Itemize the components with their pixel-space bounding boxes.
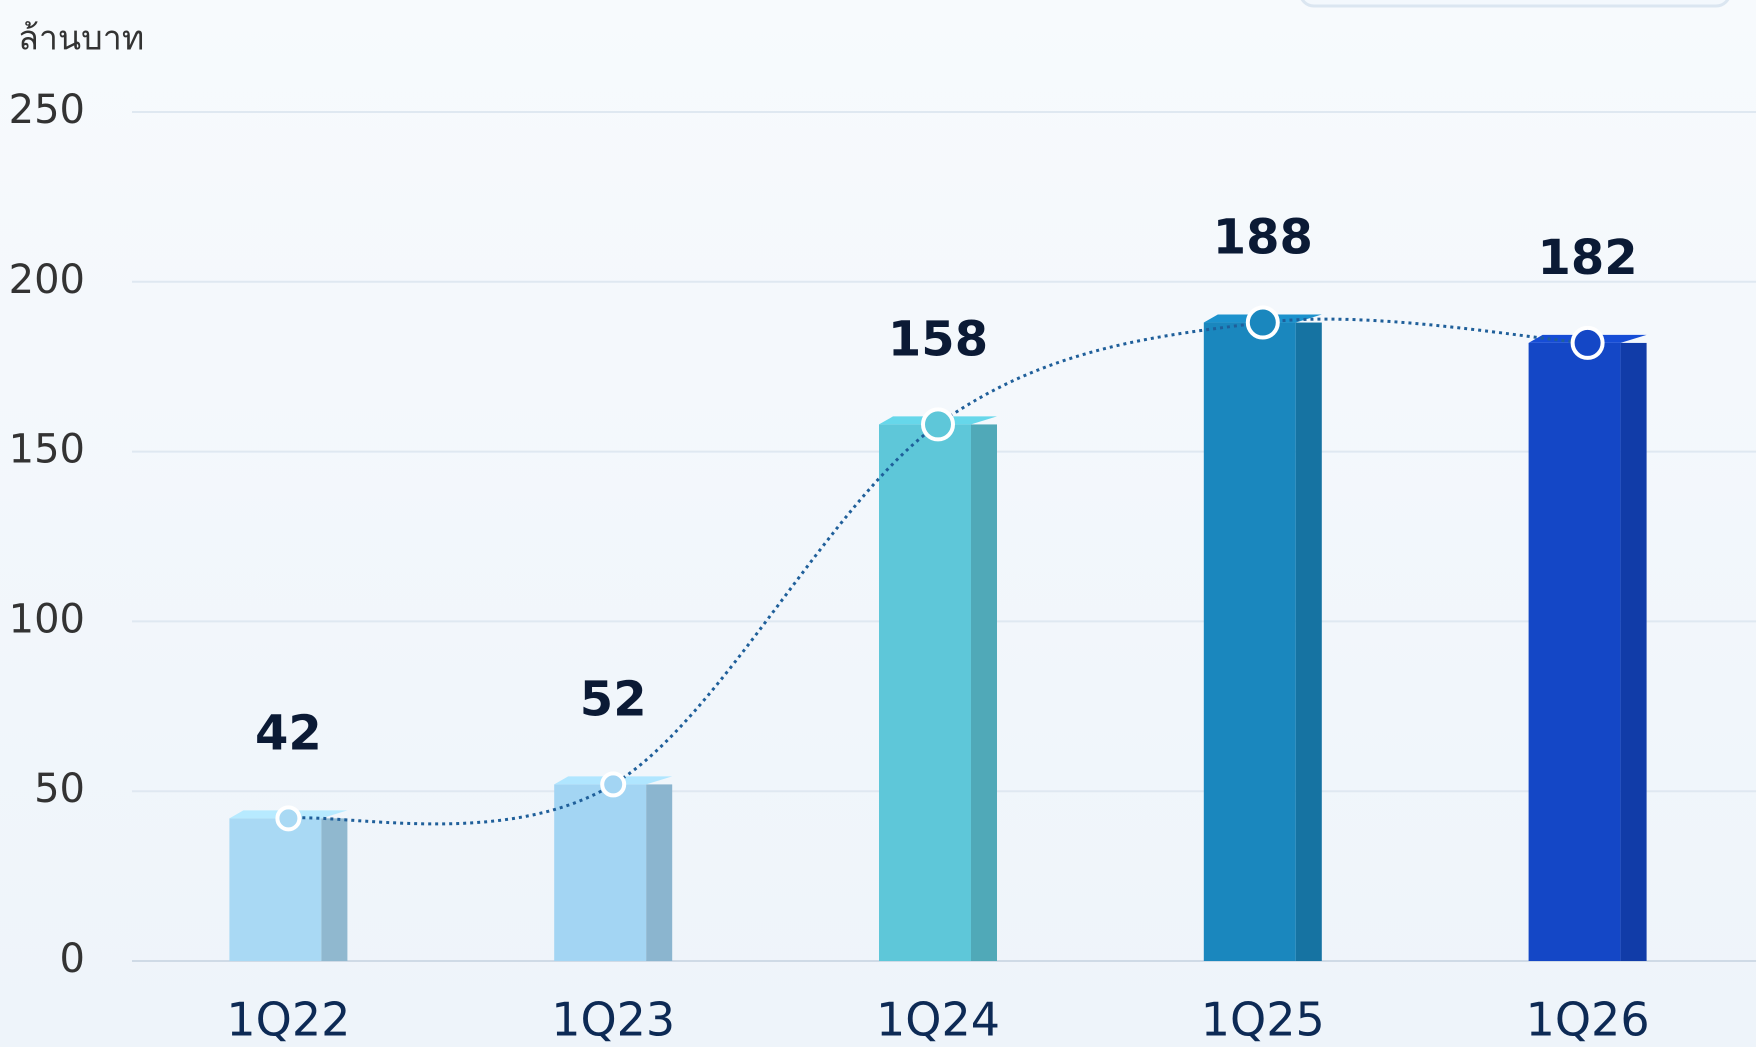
- y-tick-label: 200: [9, 257, 85, 303]
- x-tick-label: 1Q23: [551, 993, 675, 1047]
- value-label: 158: [888, 311, 988, 367]
- y-tick-label: 150: [9, 427, 85, 473]
- bar-side: [971, 424, 997, 961]
- trend-point: [275, 805, 302, 832]
- value-label: 42: [255, 705, 322, 761]
- bar: [554, 784, 647, 961]
- trend-point: [1245, 305, 1280, 340]
- bar-side: [1295, 322, 1322, 961]
- bar: [879, 424, 971, 961]
- value-label: 188: [1213, 210, 1313, 266]
- y-tick-label: 50: [34, 766, 85, 812]
- bar: [1203, 322, 1296, 961]
- bar: [1528, 342, 1621, 962]
- header-box: [1300, 0, 1730, 8]
- y-tick-label: 250: [9, 87, 85, 133]
- trend-point: [921, 407, 955, 442]
- y-tick-label: 100: [9, 596, 85, 642]
- trend-point: [600, 771, 627, 798]
- bar-side: [646, 784, 673, 961]
- x-tick-label: 1Q25: [1201, 993, 1325, 1047]
- value-label: 182: [1537, 230, 1637, 286]
- x-tick-label: 1Q26: [1526, 993, 1650, 1047]
- bar: [229, 818, 322, 961]
- x-tick-label: 1Q22: [226, 993, 350, 1047]
- bar-side: [1620, 342, 1647, 962]
- value-label: 52: [580, 671, 647, 727]
- y-tick-label: 0: [60, 936, 85, 982]
- bar-side: [321, 818, 348, 961]
- trend-line: [288, 317, 1588, 826]
- y-axis-label: ล้านบาท: [18, 19, 144, 59]
- trend-point: [1570, 325, 1605, 360]
- x-tick-label: 1Q24: [876, 993, 1000, 1047]
